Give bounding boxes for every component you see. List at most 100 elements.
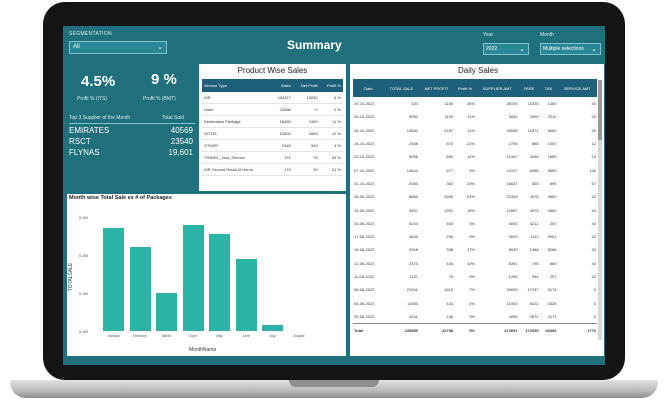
column-header[interactable]: NET PROFIT <box>418 79 455 97</box>
month-dropdown[interactable]: Multiple selections ⌄ <box>540 43 601 55</box>
bar-march[interactable] <box>156 293 177 331</box>
column-header[interactable]: Date <box>353 79 384 97</box>
table-cell: 21041 <box>406 287 418 293</box>
column-header[interactable]: TAX <box>539 79 558 97</box>
table-row[interactable]: 15-08-2022 2918 338 17% 6639 1388 8268 33 <box>353 243 597 256</box>
table-row[interactable]: AIR Ground Retail At Hours 174 39 21 % <box>202 163 343 176</box>
bar-july[interactable] <box>262 325 283 331</box>
date-cell: 29-10-2022 <box>354 101 375 107</box>
supplier-name: EMIRATES <box>69 126 110 135</box>
bar-may[interactable] <box>209 234 230 331</box>
x-tick-label: August <box>293 334 305 338</box>
column-header[interactable]: SERVICE AMT <box>557 79 597 97</box>
table-row[interactable]: 01-10-2022 2083 352 23% 16637 828 695 67 <box>353 177 597 190</box>
table-row[interactable]: OTHER 2449 349 4 % <box>202 139 343 152</box>
table-cell: TRAVEL_Visa_Service <box>202 151 271 164</box>
table-cell: 14844 <box>406 167 418 173</box>
table-cell: 43 <box>591 220 596 226</box>
table-cell: 5% <box>469 167 475 173</box>
segment-dropdown-value: All <box>73 44 80 50</box>
table-cell: 16637 <box>506 180 518 186</box>
table-row[interactable]: Destination Package 18489 7490 11 % <box>202 115 343 128</box>
dashboard-screen: SEGMENTATION All ⌄ Summary Year 2022 ⌄ M… <box>63 26 605 365</box>
x-tick-label: July <box>269 334 276 338</box>
table-row[interactable]: 02-08-2022 4241 146 3% 4095 2870 1171 0 <box>353 310 597 324</box>
divider <box>69 123 195 124</box>
chevron-down-icon: ⌄ <box>157 44 163 51</box>
column-header[interactable]: SUPPLIER AMT <box>475 79 519 97</box>
table-cell: 1391 <box>444 207 454 213</box>
table-row[interactable]: 14-09-2022 9457 1391 15% 12667 4575 4552 43 <box>353 203 597 216</box>
table-cell: 4550 <box>547 194 557 200</box>
segment-dropdown[interactable]: All ⌄ <box>69 41 167 54</box>
scrollbar-thumb[interactable] <box>598 80 602 140</box>
column-header[interactable]: Profit % <box>319 79 343 92</box>
vertical-scrollbar[interactable] <box>598 80 602 340</box>
bar-june[interactable] <box>235 258 257 331</box>
table-cell: 174 <box>270 163 293 176</box>
table-row[interactable]: AIR 194117 10830 6 % <box>202 92 343 104</box>
product-wise-panel: Product Wise Sales Service Type Sales Ne… <box>199 64 346 191</box>
bar-february[interactable] <box>129 247 151 331</box>
table-row[interactable]: 08-08-2022 21041 1610 7% 20693 17157 3174 0 <box>353 283 597 296</box>
table-row[interactable]: 24-10-2022 2458 874 -21% 2755 868 1057 12 <box>353 137 597 150</box>
table-cell: 33 <box>591 247 596 253</box>
year-dropdown[interactable]: 2022 ⌄ <box>483 43 529 55</box>
table-row[interactable]: 28-09-2022 8665 2655 24% 22345 4576 4550 43 <box>353 190 597 203</box>
table-row[interactable]: 12-08-2022 2373 434 10% 6391 798 660 43 <box>353 257 597 270</box>
date-cell: 07-10-2022 <box>354 167 375 173</box>
table-cell: 7% <box>469 287 475 293</box>
table-row[interactable]: HOTEL 13894 1683 12 % <box>202 127 343 140</box>
table-cell: 1388 <box>529 247 539 253</box>
bar-april[interactable] <box>182 224 204 331</box>
chart-title: Month wise Total Sale vs # of Packages <box>69 195 172 201</box>
table-row[interactable]: 26-10-2022 19840 2187 11% 33535 11871 6052 20 <box>353 124 597 137</box>
table-cell: 4212 <box>529 220 539 226</box>
table-cell: 868 <box>531 141 539 147</box>
column-header[interactable]: FARE <box>518 79 540 97</box>
table-cell: 7490 <box>292 115 320 128</box>
table-cell: 2918 <box>409 247 418 253</box>
x-axis-label: MonthName <box>189 347 217 353</box>
table-cell: 695 <box>549 180 557 186</box>
table-row[interactable]: 20-08-2022 5244 463 3% 5053 4212 257 43 <box>353 217 597 230</box>
column-header[interactable]: Profit % <box>454 79 476 97</box>
table-row[interactable]: TRAVEL_Visa_Service 171 74 26 % <box>202 151 343 164</box>
table-cell: 146 <box>446 313 454 319</box>
table-cell: 5659 <box>547 167 557 173</box>
table-row[interactable]: 23-10-2022 5056 660 14% 11497 2648 1659 24 <box>353 150 597 163</box>
table-row[interactable]: 29-10-2022 320 1150 36% 28193 11925 1450 40 <box>353 97 597 110</box>
date-cell: 15-08-2022 <box>354 247 375 253</box>
column-header[interactable]: Sales <box>270 79 293 92</box>
table-cell: 1100 <box>444 114 454 120</box>
table-cell: 15% <box>466 207 475 213</box>
bar-january[interactable] <box>103 228 124 331</box>
table-cell: 11871 <box>527 127 539 133</box>
total-cell: 49484 <box>539 323 558 338</box>
table-cell: 660 <box>549 260 557 266</box>
column-header[interactable]: TOTAL SALE <box>383 79 419 97</box>
column-header[interactable]: Service Type <box>202 79 271 92</box>
daily-sales-title: Daily Sales <box>457 66 498 75</box>
table-cell: 1610 <box>444 287 454 293</box>
table-cell: 2458 <box>409 141 418 147</box>
table-cell: 14% <box>466 154 475 160</box>
date-cell: 26-10-2022 <box>354 127 375 133</box>
supplier-row: RSCT 23540 <box>69 137 193 146</box>
column-header[interactable]: Net Profit <box>292 79 320 92</box>
table-row[interactable]: 11-08-2022 1157 76 5% 1283 394 207 43 <box>353 270 597 283</box>
table-cell: 4575 <box>529 207 539 213</box>
table-cell: 43 <box>591 260 596 266</box>
table-row[interactable]: 28-10-2022 9000 1100 11% 2830 2900 2010 20 <box>353 110 597 123</box>
table-row[interactable]: 17-08-2022 3645 236 5% 3093 1112 9001 43 <box>353 230 597 243</box>
table-cell: 6391 <box>508 260 518 266</box>
table-row[interactable]: 07-10-2022 14844 677 5% 14127 8468 5659 130 <box>353 163 597 176</box>
year-dropdown-value: 2022 <box>486 46 498 52</box>
table-cell: 3326 <box>547 300 557 306</box>
table-row[interactable]: Hotel 23488 0 0 % <box>202 103 343 116</box>
table-cell: 207 <box>549 274 557 279</box>
date-cell: 20-08-2022 <box>354 220 375 226</box>
table-row[interactable]: 04-08-2022 11983 433 4% 11553 8322 3326 0 <box>353 296 597 309</box>
y-tick-label: 0.2M <box>79 291 88 296</box>
table-cell: 67 <box>591 180 596 186</box>
